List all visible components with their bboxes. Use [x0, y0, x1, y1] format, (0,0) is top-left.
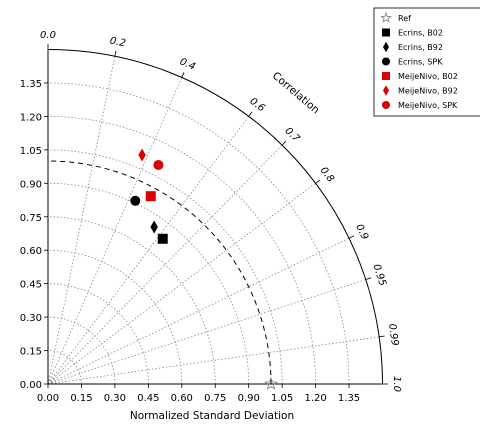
x-tick-label: 0.00 [37, 393, 59, 404]
std-gridline [47, 182, 250, 385]
y-tick-label: 0.45 [20, 280, 42, 291]
legend-frame [373, 7, 480, 117]
corr-tick [181, 72, 185, 78]
corr-tick-label: 0.4 [178, 56, 197, 72]
x-tick-label: 0.90 [238, 393, 260, 404]
y-tick-label: 0.15 [20, 347, 42, 358]
legend-marker [383, 85, 389, 96]
std-gridline [47, 249, 183, 385]
corr-tick-label: 0.0 [40, 30, 56, 41]
legend-marker [380, 11, 392, 23]
legend-label: Ref [398, 14, 411, 23]
point-meijenivo-spk [153, 159, 164, 170]
x-axis-label: Normalized Standard Deviation [130, 410, 294, 422]
x-tick-label: 0.75 [204, 393, 226, 404]
legend-marker [382, 57, 390, 66]
corr-tick-label: 1.0 [391, 376, 402, 392]
y-tick-label: 0.30 [20, 313, 42, 324]
corr-tick [365, 277, 372, 280]
tick-labels: 0.000.000.150.150.300.300.450.450.600.60… [20, 30, 402, 404]
std-gridline [47, 283, 149, 385]
y-tick-label: 1.20 [20, 112, 42, 123]
x-tick-label: 1.05 [271, 393, 293, 404]
outer-arc [47, 49, 383, 385]
y-tick-label: 0.90 [20, 179, 42, 190]
legend-label: Ecrins, B92 [398, 43, 443, 52]
legend-label: MeijeNivo, SPK [398, 101, 458, 110]
y-tick-label: 0.75 [20, 213, 42, 224]
corr-tick [348, 235, 355, 239]
corr-tick-label: 0.2 [109, 36, 127, 50]
point-ecrins-b92 [150, 220, 158, 234]
corr-tick [315, 179, 321, 184]
corr-tick-label: 0.9 [353, 223, 370, 242]
legend-marker [382, 28, 390, 37]
correlation-axis-label: Correlation [270, 70, 322, 117]
x-tick-label: 0.45 [137, 393, 159, 404]
std-gridline [47, 82, 350, 385]
corr-tick [248, 111, 253, 117]
x-tick-label: 1.35 [338, 393, 360, 404]
std-gridline [47, 316, 116, 385]
legend-label: Ecrins, B02 [398, 29, 443, 38]
corr-tick-label: 0.8 [318, 165, 336, 184]
corr-tick-label: 0.99 [386, 323, 400, 347]
x-tick-label: 0.60 [171, 393, 193, 404]
axes [44, 43, 389, 388]
corr-tick [114, 50, 117, 57]
corr-tick-label: 0.6 [247, 96, 266, 114]
legend-marker [382, 101, 390, 109]
corr-gridline [47, 182, 316, 385]
std-gridline [47, 149, 283, 385]
corr-tick [379, 335, 385, 338]
std-gridline [47, 116, 316, 385]
x-tick-label: 1.20 [304, 393, 326, 404]
legend-marker [383, 41, 389, 53]
legend-label: MeijeNivo, B02 [398, 72, 458, 81]
point-ecrins-b02 [157, 233, 168, 244]
x-tick-label: 0.30 [104, 393, 126, 404]
reference-std-arc [47, 160, 272, 385]
y-tick-label: 1.35 [20, 79, 42, 90]
legend-label: MeijeNivo, B92 [398, 87, 458, 96]
corr-tick-label: 0.95 [370, 263, 387, 288]
y-tick-label: 0.00 [20, 380, 42, 391]
corr-gridline [47, 336, 380, 385]
legend-label: Ecrins, SPK [398, 58, 443, 67]
point-meijenivo-b92 [138, 148, 146, 162]
std-gridline [47, 350, 82, 385]
data-points [130, 148, 278, 390]
point-meijenivo-b02 [145, 191, 156, 202]
legend: Ref Ecrins, B02 Ecrins, B92 Ecrins, SPK Meij… [373, 7, 480, 117]
y-tick-label: 0.60 [20, 246, 42, 257]
x-tick-label: 0.15 [70, 393, 92, 404]
point-ref [264, 376, 278, 390]
grid [47, 56, 380, 385]
point-ecrins-spk [130, 195, 141, 206]
corr-gridline [47, 237, 350, 385]
y-tick-label: 1.05 [20, 146, 42, 157]
legend-marker [382, 72, 390, 80]
corr-tick [281, 140, 287, 146]
